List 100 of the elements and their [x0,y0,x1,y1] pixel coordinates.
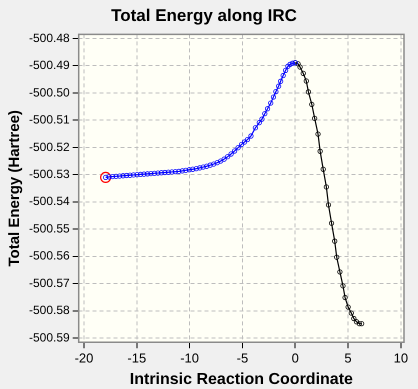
point [306,89,312,94]
chart-title: Total Energy along IRC [111,6,297,25]
point [318,148,323,154]
point [334,254,340,260]
point [290,60,296,66]
point [248,133,254,139]
y-tick-label: -500.54 [28,194,70,208]
y-tick-label: -500.50 [28,85,70,100]
point [285,64,291,69]
y-tick-label: -500.57 [28,276,70,290]
point [287,62,293,67]
point [324,184,329,190]
point [309,102,314,108]
point [144,171,150,176]
point [190,166,196,172]
point [158,170,164,176]
x-tick-label: -5 [236,350,248,366]
point [176,168,182,174]
y-tick-label: -500.58 [28,303,70,318]
point [244,136,250,142]
point [116,173,122,179]
point [320,166,326,172]
point [186,167,192,172]
y-tick-label: -500.55 [28,221,70,236]
point [113,174,119,179]
point [222,156,227,162]
point [312,116,318,121]
point [138,172,144,178]
point [218,158,224,164]
y-tick-label: -500.48 [28,30,70,45]
point [340,283,346,288]
point [197,165,202,170]
point [356,321,362,326]
point [348,310,354,316]
point [134,172,140,178]
point [242,139,248,145]
point [359,321,364,326]
point [211,161,216,167]
x-tick-label: 5 [344,350,352,366]
point [208,162,213,168]
point [130,172,136,178]
point [280,72,286,78]
y-tick-label: -500.51 [28,112,70,127]
point [204,164,210,169]
point [166,170,171,175]
point [270,94,276,100]
y-tick-label: -500.49 [28,58,70,72]
point [180,168,185,174]
point [183,168,188,173]
point [342,294,348,300]
point [169,169,174,175]
x-axis-title: Intrinsic Reaction Coordinate [130,370,354,388]
point [276,84,282,89]
point [120,173,126,178]
point [155,170,161,176]
y-axis-title: Total Energy (Hartree) [6,110,24,267]
point [172,169,178,174]
y-tick-label: -500.56 [28,248,70,263]
point [214,160,220,166]
x-tick-label: 0 [292,350,299,366]
point [228,151,234,157]
point [337,269,342,275]
point [268,100,274,106]
y-tick-label: -500.59 [28,330,70,344]
x-tick-label: 10 [394,350,408,366]
point [264,106,270,112]
y-tick-label: -500.53 [28,166,70,181]
point [162,170,168,176]
point [332,238,338,244]
x-tick-label: -15 [127,350,146,366]
point [252,125,258,130]
point [110,174,116,180]
point [328,220,334,226]
point [148,170,154,176]
point [232,148,238,154]
point [106,174,112,180]
point [315,131,321,137]
point [259,116,265,122]
point [194,166,199,172]
point [127,172,133,178]
point [225,154,230,160]
point [235,145,241,150]
point [152,170,158,176]
point [297,64,303,70]
point [283,68,288,73]
point [300,70,306,76]
x-tick-label: -10 [180,350,199,366]
point [354,319,360,324]
point [295,61,301,66]
y-tick-label: -500.52 [28,140,70,154]
point [273,89,278,94]
point [351,316,356,322]
point [100,172,112,184]
point [256,120,262,126]
point [124,172,130,178]
point [346,304,351,310]
point [304,78,309,84]
point [326,202,332,208]
point [200,164,206,170]
point [278,78,284,84]
